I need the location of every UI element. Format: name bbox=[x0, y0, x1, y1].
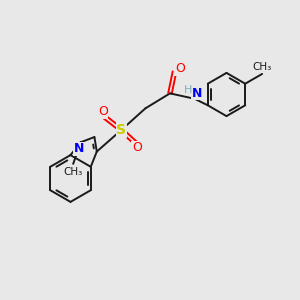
Text: N: N bbox=[192, 87, 202, 100]
Text: O: O bbox=[132, 142, 142, 154]
Text: N: N bbox=[74, 142, 84, 155]
Text: O: O bbox=[98, 106, 108, 118]
Text: H: H bbox=[184, 85, 192, 95]
Text: S: S bbox=[116, 123, 126, 137]
Text: CH₃: CH₃ bbox=[253, 62, 272, 72]
Text: O: O bbox=[175, 62, 185, 75]
Text: CH₃: CH₃ bbox=[63, 167, 82, 177]
